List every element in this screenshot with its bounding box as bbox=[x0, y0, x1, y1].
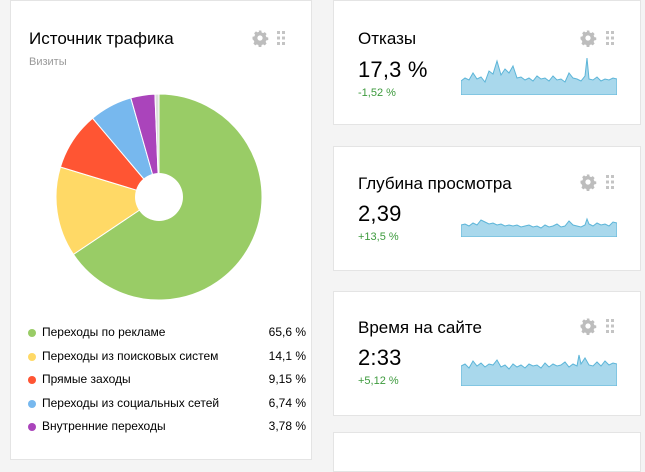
pie-slice[interactable] bbox=[55, 166, 161, 256]
legend-value: 65,6 % bbox=[268, 325, 306, 339]
widget-title: Глубина просмотра bbox=[358, 174, 512, 193]
metric-change: -1,52 % bbox=[358, 87, 396, 99]
metric-change: +13,5 % bbox=[358, 231, 399, 243]
legend-value: 3,78 % bbox=[268, 419, 306, 433]
chart-legend: Переходы по рекламе 65,6 % Переходы из п… bbox=[28, 321, 306, 439]
legend-dot bbox=[28, 399, 36, 408]
metric-value: 2:33 bbox=[358, 345, 402, 370]
legend-dot bbox=[28, 329, 36, 337]
metric-value: 17,3 % bbox=[358, 57, 428, 82]
time-on-site-widget: Время на сайте 2:33 +5,12 % bbox=[333, 291, 641, 416]
legend-dot bbox=[28, 376, 36, 384]
bounce-rate-widget: Отказы 17,3 % -1,52 % bbox=[333, 0, 641, 125]
legend-item[interactable]: Переходы из социальных сетей 6,74 % bbox=[28, 392, 306, 416]
pie-chart-svg bbox=[55, 93, 263, 301]
widget-title: Источник трафика bbox=[29, 29, 174, 48]
sparkline bbox=[461, 354, 617, 386]
legend-value: 14,1 % bbox=[268, 348, 306, 363]
traffic-pie-chart bbox=[54, 92, 264, 302]
legend-label: Переходы по рекламе bbox=[42, 325, 166, 339]
gear-icon[interactable] bbox=[579, 173, 597, 191]
widget-title: Отказы bbox=[358, 29, 417, 48]
legend-label: Прямые заходы bbox=[42, 372, 131, 386]
drag-handle-icon[interactable] bbox=[605, 318, 615, 334]
legend-label: Переходы из поисковых систем bbox=[42, 348, 219, 363]
legend-label: Переходы из социальных сетей bbox=[42, 395, 220, 410]
legend-label: Внутренние переходы bbox=[42, 419, 166, 433]
legend-value: 9,15 % bbox=[268, 372, 306, 386]
next-widget bbox=[333, 432, 641, 472]
legend-value: 6,74 % bbox=[268, 395, 306, 410]
sparkline bbox=[461, 57, 617, 95]
drag-handle-icon[interactable] bbox=[605, 30, 615, 46]
traffic-source-widget: Источник трафика Визиты Переходы по рекл… bbox=[10, 0, 312, 460]
gear-icon[interactable] bbox=[579, 29, 597, 47]
legend-item[interactable]: Прямые заходы 9,15 % bbox=[28, 368, 306, 392]
legend-item[interactable]: Переходы из поисковых систем 14,1 % bbox=[28, 345, 306, 369]
legend-item[interactable]: Внутренние переходы 3,78 % bbox=[28, 415, 306, 439]
widget-subtitle: Визиты bbox=[29, 56, 67, 68]
view-depth-widget: Глубина просмотра 2,39 +13,5 % bbox=[333, 146, 641, 271]
drag-handle-icon[interactable] bbox=[276, 30, 286, 46]
legend-item[interactable]: Переходы по рекламе 65,6 % bbox=[28, 321, 306, 345]
widget-title: Время на сайте bbox=[358, 318, 482, 337]
sparkline bbox=[461, 217, 617, 237]
gear-icon[interactable] bbox=[579, 317, 597, 335]
metric-change: +5,12 % bbox=[358, 375, 399, 387]
drag-handle-icon[interactable] bbox=[605, 174, 615, 190]
donut-hole bbox=[135, 173, 183, 221]
metric-value: 2,39 bbox=[358, 201, 402, 226]
legend-dot bbox=[28, 423, 36, 431]
legend-dot bbox=[28, 352, 36, 361]
pie-slice[interactable] bbox=[154, 93, 160, 198]
gear-icon[interactable] bbox=[251, 29, 269, 47]
